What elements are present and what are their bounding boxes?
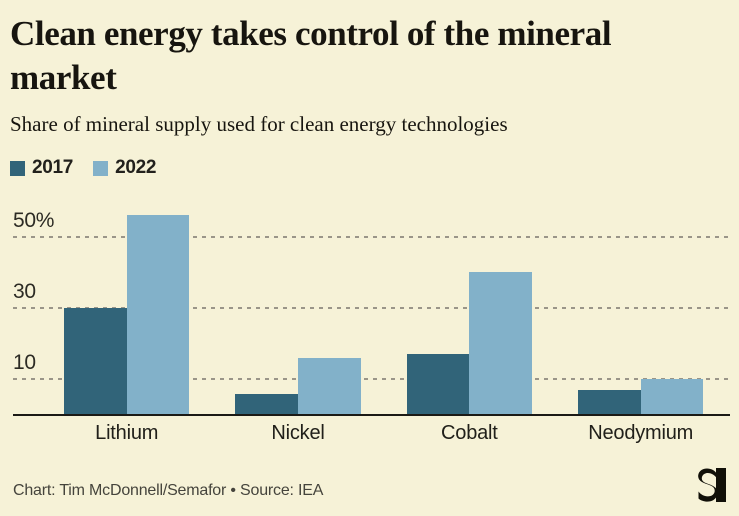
- y-tick-30: 30: [13, 280, 36, 304]
- legend-item-2022: 2022: [93, 157, 156, 179]
- semafor-logo-icon: [695, 466, 729, 504]
- bar-lithium-2022: [126, 215, 190, 415]
- legend-label-2022: 2022: [115, 157, 157, 178]
- gridline-50: [13, 235, 728, 238]
- bar-neodymium-2022: [640, 379, 704, 415]
- legend-swatch-2017: [10, 160, 25, 176]
- legend-item-2017: 2017: [10, 157, 73, 179]
- legend-label-2017: 2017: [32, 157, 74, 178]
- x-axis-line: [13, 413, 730, 416]
- legend-swatch-2022: [93, 160, 109, 176]
- bar-cobalt-2022: [469, 272, 533, 415]
- bar-nickel-2022: [298, 357, 361, 415]
- category-label-cobalt: Cobalt: [441, 422, 498, 444]
- bar-lithium-2017: [64, 308, 127, 415]
- bar-nickel-2017: [235, 393, 299, 415]
- gridline-30: [13, 307, 728, 310]
- chart-subtitle: Share of mineral supply used for clean e…: [10, 112, 508, 136]
- category-label-lithium: Lithium: [95, 422, 159, 444]
- category-label-neodymium: Neodymium: [588, 422, 694, 444]
- footer-credit: Chart: Tim McDonnell/Semafor • Source: I…: [13, 482, 324, 499]
- y-tick-50: 50%: [13, 208, 55, 232]
- bar-neodymium-2017: [577, 390, 641, 415]
- bar-cobalt-2017: [406, 354, 470, 415]
- chart-title: Clean energy takes control of the minera…: [10, 14, 612, 97]
- y-tick-10: 10: [13, 351, 36, 375]
- legend: 2017 2022: [10, 157, 156, 179]
- gridline-10: [13, 378, 728, 381]
- category-label-nickel: Nickel: [271, 422, 325, 444]
